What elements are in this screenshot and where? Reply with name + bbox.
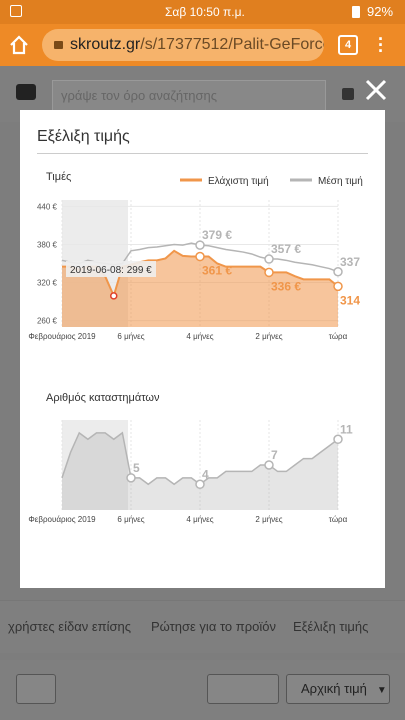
point-marker — [126, 473, 136, 483]
point-label: 361 € — [202, 264, 232, 278]
point-marker — [333, 434, 343, 445]
y-tick-label: 320 € — [37, 279, 58, 288]
x-tick-label: Φεβρουάριος 2019 — [28, 332, 96, 341]
status-bar: Σαβ 10:50 π.μ. 92% — [0, 0, 405, 24]
tab[interactable]: Ρώτησε για το προϊόν — [151, 619, 276, 634]
battery-icon — [352, 6, 360, 18]
tab-bar: χρήστες είδαν επίσης Ρώτησε για το προϊό… — [0, 600, 405, 653]
browser-bar: skroutz.gr/s/17377512/Palit-GeForce-R 4 … — [0, 24, 405, 66]
time: Σαβ 10:50 π.μ. — [165, 5, 245, 19]
x-tick-label: τώρα — [329, 332, 348, 341]
point-marker — [333, 281, 343, 292]
logo — [16, 84, 36, 100]
home-button[interactable] — [8, 34, 30, 56]
sort-button[interactable]: Αρχική τιμή ▼ — [286, 674, 390, 704]
point-label: 314 — [340, 293, 360, 307]
point-label: 7 — [271, 448, 278, 462]
legend-label: Μέση τιμή — [318, 175, 363, 187]
x-tick-label: 4 μήνες — [186, 515, 213, 524]
chart-title: Τιμές — [46, 171, 71, 183]
search-placeholder: γράψε τον όρο αναζήτησης — [61, 88, 217, 103]
y-tick-label: 260 € — [37, 317, 58, 326]
divider — [37, 153, 368, 154]
menu-button[interactable]: · · · — [378, 29, 384, 61]
toolbar: Αρχική τιμή ▼ — [0, 660, 405, 720]
search-box[interactable]: γράψε τον όρο αναζήτησης — [52, 80, 326, 112]
url-path: /s/17377512/Palit-GeForce-R — [140, 36, 324, 53]
shaded-region — [62, 420, 128, 510]
icon — [10, 5, 22, 17]
tooltip-point — [110, 292, 118, 300]
y-tick-label: 440 € — [37, 202, 58, 211]
x-tick-label: 4 μήνες — [186, 332, 213, 341]
modal-title: Εξέλιξη τιμής — [37, 128, 130, 145]
x-tick-label: τώρα — [329, 515, 348, 524]
battery: 92% — [367, 4, 394, 19]
point-marker — [333, 267, 343, 277]
legend-label: Ελάχιστη τιμή — [208, 175, 269, 187]
tab[interactable]: χρήστες είδαν επίσης — [8, 619, 131, 634]
sort-label: Αρχική τιμή — [301, 681, 367, 696]
chart-title: Αριθμός καταστημάτων — [46, 392, 160, 404]
point-label: 11 — [340, 422, 353, 436]
tab-count[interactable]: 4 — [338, 35, 358, 55]
point-label: 5 — [133, 461, 140, 475]
point-marker — [264, 460, 274, 470]
point-label: 336 € — [271, 279, 301, 293]
x-tick-label: 2 μήνες — [255, 332, 282, 341]
close-button[interactable] — [364, 78, 388, 102]
x-tick-label: 6 μήνες — [117, 515, 144, 524]
shipping-button[interactable] — [207, 674, 279, 704]
point-label: 4 — [202, 467, 209, 481]
point-marker — [195, 240, 205, 250]
point-marker — [264, 267, 274, 278]
tooltip-box — [66, 261, 156, 277]
x-tick-label: Φεβρουάριος 2019 — [28, 515, 96, 524]
x-tick-label: 2 μήνες — [255, 515, 282, 524]
url-domain: skroutz.gr — [70, 36, 141, 53]
point-marker — [195, 251, 205, 262]
point-label: 379 € — [202, 228, 232, 242]
tab[interactable]: Εξέλιξη τιμής — [293, 619, 369, 634]
point-marker — [264, 254, 274, 264]
lock — [342, 88, 354, 100]
lock-icon — [54, 41, 63, 49]
url-bar[interactable]: skroutz.gr/s/17377512/Palit-GeForce-R — [42, 29, 324, 61]
tooltip-label: 2019-06-08: 299 € — [70, 265, 152, 276]
point-label: 337 — [340, 255, 360, 269]
x-tick-label: 6 μήνες — [117, 332, 144, 341]
point-label: 357 € — [271, 242, 301, 256]
filter-button[interactable] — [16, 674, 56, 704]
area — [62, 432, 338, 510]
charts: Τιμές 260 € 320 € 380 € 440 € Φεβρουάριος 201… — [28, 171, 363, 524]
point-marker — [195, 479, 205, 490]
y-tick-label: 380 € — [37, 240, 58, 249]
